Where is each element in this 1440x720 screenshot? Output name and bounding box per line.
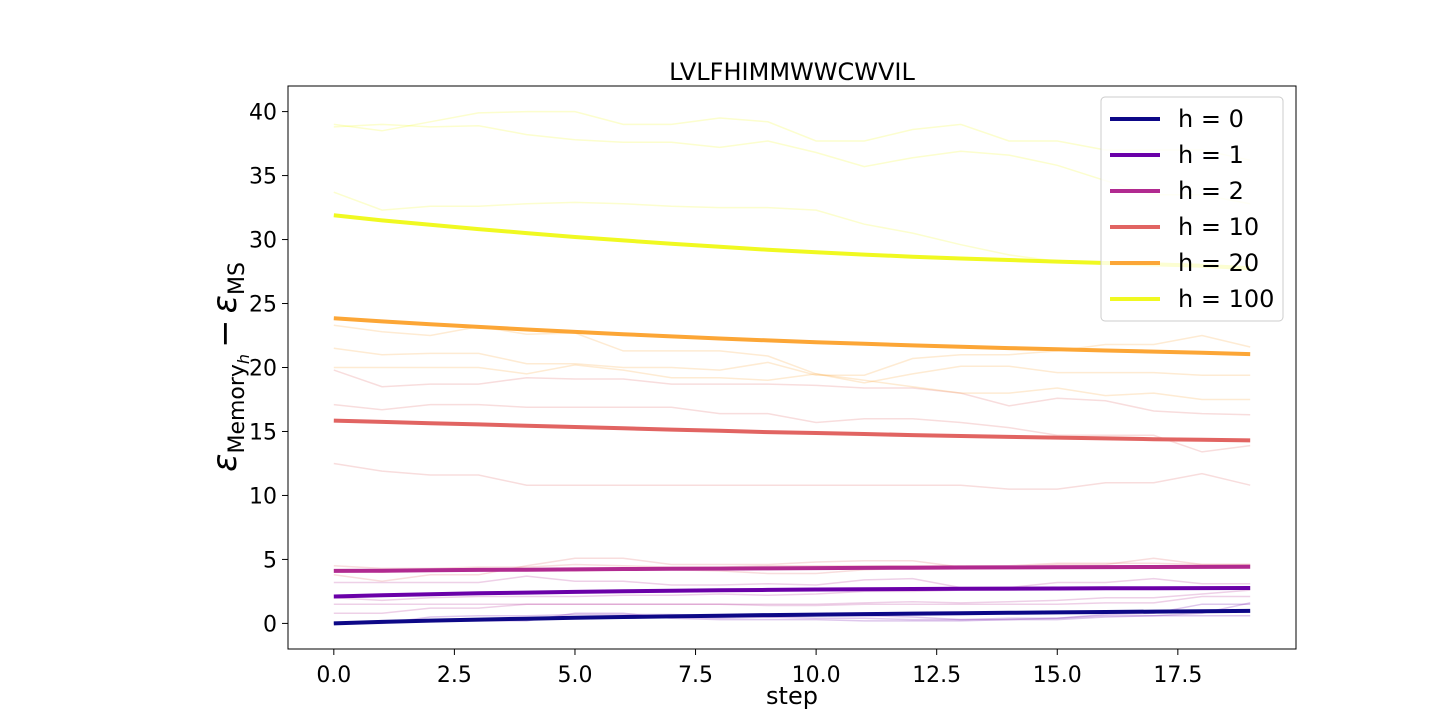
background-trace-11 xyxy=(333,403,1251,453)
y-tick-label: 40 xyxy=(249,101,277,126)
legend-label-1: h = 1 xyxy=(1178,141,1244,169)
y-axis-ticks: 0 5 10 15 20 25 30 35 40 xyxy=(249,101,288,637)
y-label-minus: − xyxy=(205,319,245,348)
series-line-1 xyxy=(333,586,1251,599)
legend-label-0: h = 0 xyxy=(1178,105,1244,133)
series-line-4 xyxy=(333,316,1251,357)
y-label-sub1: Memory xyxy=(225,364,250,453)
legend-label-2: h = 2 xyxy=(1178,177,1244,205)
background-trace-0 xyxy=(333,602,1251,625)
background-trace-6 xyxy=(333,575,1251,589)
background-trace-7 xyxy=(333,557,1251,582)
series-line-2 xyxy=(333,564,1251,573)
background-trace-4 xyxy=(333,595,1251,607)
legend-label-3: h = 10 xyxy=(1178,213,1259,241)
y-tick-label: 10 xyxy=(249,484,277,509)
x-tick-label: 7.5 xyxy=(678,663,713,688)
y-axis-label: εMemoryh−εMS xyxy=(205,262,253,472)
background-trace-10 xyxy=(333,462,1251,490)
series-line-3 xyxy=(333,418,1251,443)
background-trace-14 xyxy=(333,334,1251,376)
series-line-5 xyxy=(333,213,1251,271)
legend-label-4: h = 20 xyxy=(1178,249,1259,277)
y-tick-label: 5 xyxy=(263,548,277,573)
x-tick-label: 0.0 xyxy=(316,663,351,688)
y-tick-label: 25 xyxy=(249,293,277,318)
y-label-sub2: MS xyxy=(225,262,250,295)
y-tick-label: 15 xyxy=(249,420,277,445)
legend-label-5: h = 100 xyxy=(1178,285,1274,313)
x-axis-ticks: 0.0 2.5 5.0 7.5 10.0 12.5 15.0 17.5 xyxy=(316,649,1202,688)
x-tick-label: 10.0 xyxy=(792,663,841,688)
background-trace-9 xyxy=(333,562,1251,570)
chart-title: LVLFHIMMWWCWVIL xyxy=(669,58,915,86)
x-tick-label: 12.5 xyxy=(912,663,961,688)
y-label-eps2: ε xyxy=(205,295,245,313)
x-tick-label: 17.5 xyxy=(1153,663,1202,688)
y-label-sub1-sub: h xyxy=(234,354,253,364)
background-trace-12 xyxy=(333,369,1251,416)
background-trace-13 xyxy=(333,364,1251,401)
y-tick-label: 35 xyxy=(249,165,277,190)
x-tick-label: 2.5 xyxy=(437,663,472,688)
x-tick-label: 5.0 xyxy=(557,663,592,688)
background-trace-17 xyxy=(333,110,1251,161)
y-tick-label: 0 xyxy=(263,612,277,637)
main-series xyxy=(333,213,1251,626)
series-line-0 xyxy=(333,608,1251,626)
y-tick-label: 20 xyxy=(249,357,277,382)
legend: h = 0 h = 1 h = 2 h = 10 h = 20 h = 100 xyxy=(1100,96,1284,322)
background-trace-18 xyxy=(333,123,1251,205)
x-axis-label: step xyxy=(766,682,818,710)
y-label-eps: ε xyxy=(205,454,245,472)
background-trace-3 xyxy=(333,589,1251,614)
y-tick-label: 30 xyxy=(249,229,277,254)
svg-text:εMemoryh−εMS: εMemoryh−εMS xyxy=(205,262,253,472)
x-tick-label: 15.0 xyxy=(1033,663,1082,688)
